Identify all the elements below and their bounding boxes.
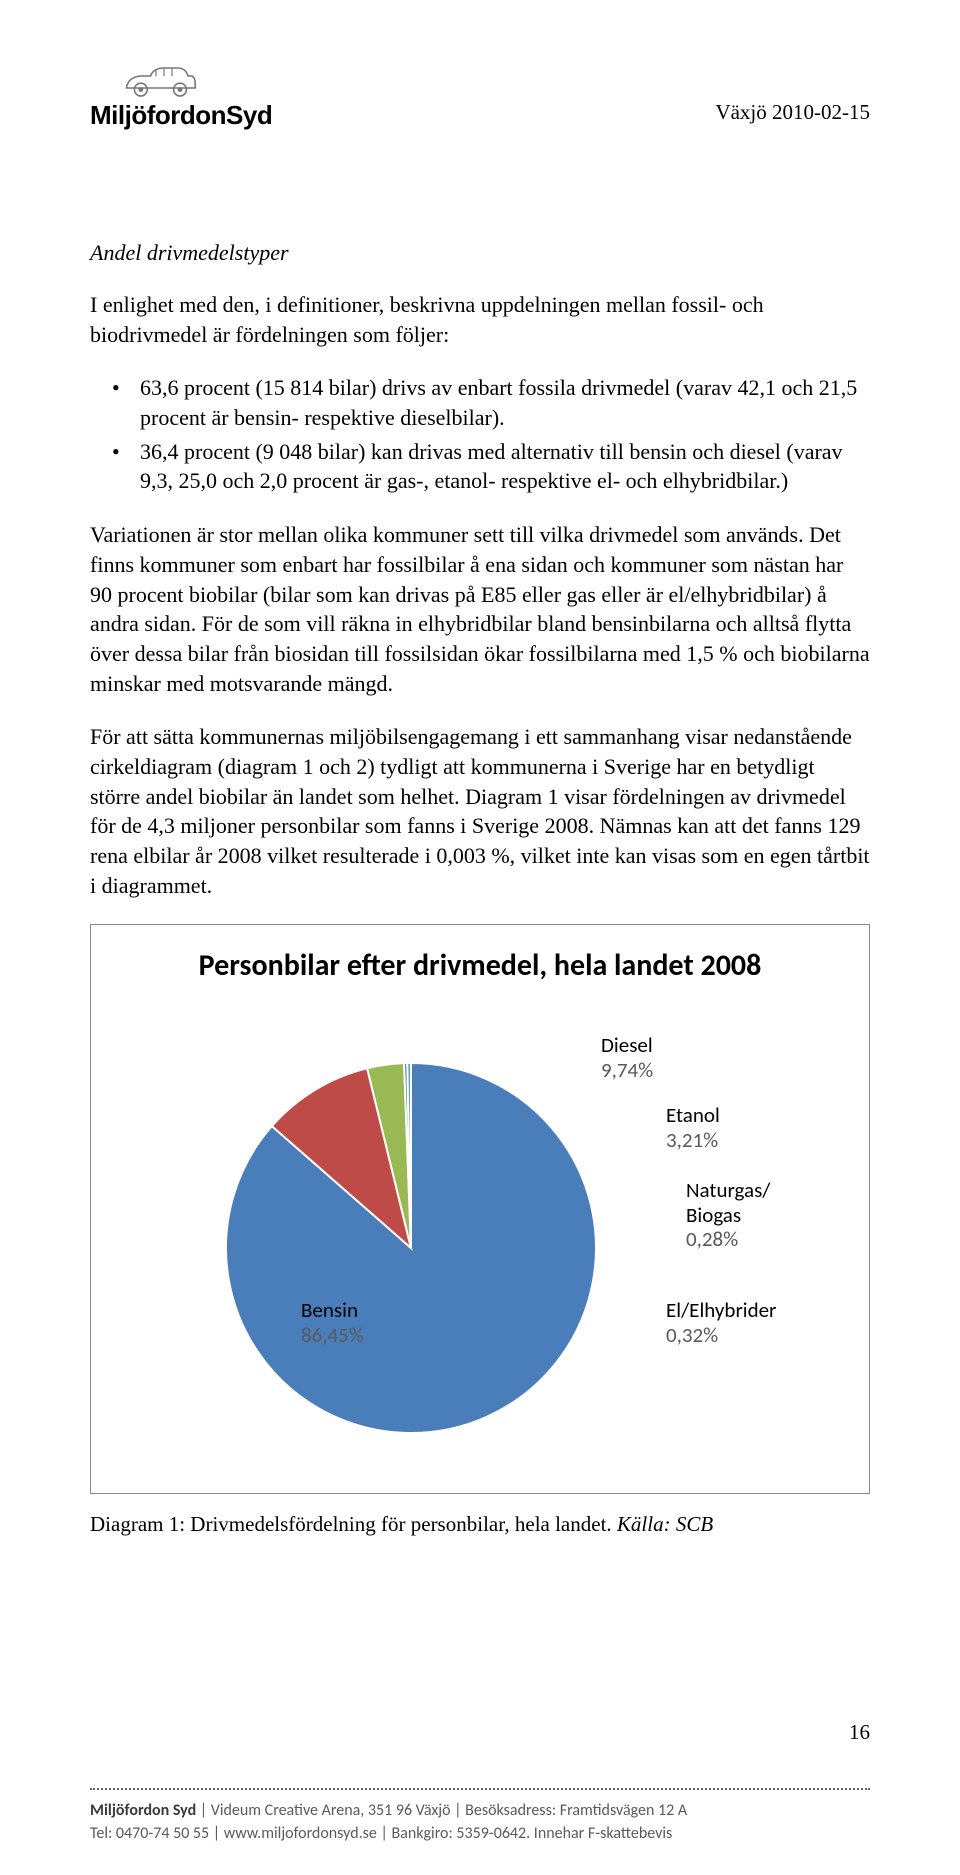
- pie-chart: [201, 1018, 621, 1478]
- pie-label-diesel: Diesel 9,74%: [601, 1033, 653, 1081]
- chart-title: Personbilar efter drivmedel, hela landet…: [111, 947, 849, 984]
- footer-line-2: Tel: 0470-74 50 55 | www.miljofordonsyd.…: [90, 1823, 870, 1845]
- car-icon: [120, 60, 200, 100]
- section-title: Andel drivmedelstyper: [90, 240, 870, 266]
- pie-label-bensin: Bensin 86,45%: [301, 1298, 364, 1346]
- page-header: MiljöfordonSyd Växjö 2010-02-15: [90, 60, 870, 180]
- caption-source: Källa: SCB: [617, 1512, 713, 1536]
- logo: MiljöfordonSyd: [90, 60, 272, 131]
- pie-chart-container: Personbilar efter drivmedel, hela landet…: [90, 924, 870, 1494]
- pie-label-pct: 3,21%: [666, 1127, 718, 1153]
- pie-label-text: Naturgas/Biogas: [686, 1177, 770, 1227]
- pie-label-pct: 0,32%: [666, 1322, 718, 1348]
- bullet-list: 63,6 procent (15 814 bilar) drivs av enb…: [90, 373, 870, 496]
- paragraph-context: För att sätta kommunernas miljöbilsengag…: [90, 722, 870, 900]
- pie-label-pct: 0,28%: [686, 1226, 738, 1252]
- logo-text: MiljöfordonSyd: [90, 100, 272, 131]
- footer-address: | Videum Creative Arena, 351 96 Växjö | …: [196, 1801, 687, 1820]
- chart-caption: Diagram 1: Drivmedelsfördelning för pers…: [90, 1512, 870, 1537]
- pie-label-text: Bensin: [301, 1297, 358, 1323]
- pie-label-elhybrid: El/Elhybrider 0,32%: [666, 1298, 776, 1346]
- list-item: 36,4 procent (9 048 bilar) kan drivas me…: [90, 437, 870, 496]
- page-footer: Miljöfordon Syd | Videum Creative Arena,…: [90, 1788, 870, 1845]
- main-content: Andel drivmedelstyper I enlighet med den…: [90, 240, 870, 1537]
- pie-label-text: El/Elhybrider: [666, 1297, 776, 1323]
- pie-label-pct: 86,45%: [301, 1322, 364, 1348]
- intro-paragraph: I enlighet med den, i definitioner, besk…: [90, 290, 870, 349]
- caption-text: Diagram 1: Drivmedelsfördelning för pers…: [90, 1512, 617, 1536]
- list-item: 63,6 procent (15 814 bilar) drivs av enb…: [90, 373, 870, 432]
- pie-label-pct: 9,74%: [601, 1057, 653, 1083]
- page-number: 16: [849, 1720, 870, 1745]
- paragraph-variation: Variationen är stor mellan olika kommune…: [90, 520, 870, 698]
- pie-label-etanol: Etanol 3,21%: [666, 1103, 720, 1151]
- document-date: Växjö 2010-02-15: [715, 100, 870, 125]
- footer-line-1: Miljöfordon Syd | Videum Creative Arena,…: [90, 1800, 870, 1822]
- pie-label-text: Diesel: [601, 1032, 653, 1058]
- pie-label-naturgas: Naturgas/Biogas 0,28%: [686, 1178, 770, 1250]
- pie-area: Bensin 86,45% Diesel 9,74% Etanol 3,21% …: [111, 1008, 849, 1468]
- pie-label-text: Etanol: [666, 1102, 720, 1128]
- footer-org: Miljöfordon Syd: [90, 1801, 196, 1820]
